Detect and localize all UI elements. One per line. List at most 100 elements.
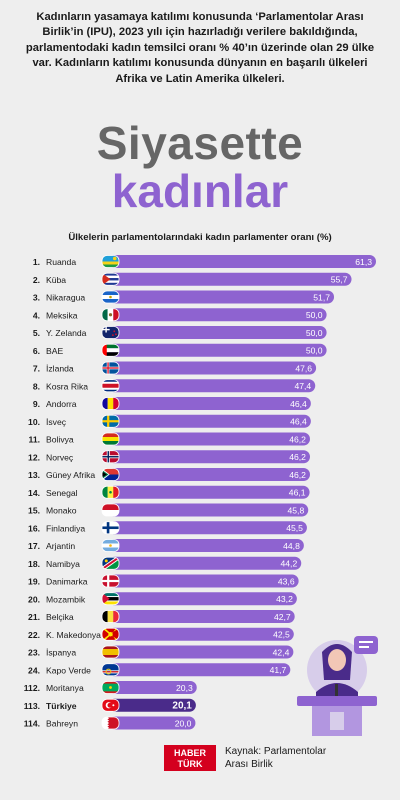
chart-row: 7. İzlanda 47,6 bbox=[33, 361, 317, 375]
sweden-flag-icon bbox=[101, 414, 120, 428]
source-text: Kaynak: Parlamentolar Arası Birlik bbox=[225, 746, 327, 770]
rank-label: 16. bbox=[28, 523, 40, 533]
chart-row: 22. K. Makedonya 42,5 bbox=[28, 627, 294, 641]
rank-label: 14. bbox=[28, 488, 40, 498]
country-label: Monako bbox=[46, 506, 77, 516]
bar bbox=[108, 343, 327, 357]
bar bbox=[108, 450, 310, 464]
podium-top bbox=[297, 696, 377, 706]
country-label: Y. Zelanda bbox=[46, 328, 87, 338]
country-label: Namibya bbox=[46, 559, 80, 569]
country-label: Kapo Verde bbox=[46, 665, 91, 675]
chart-row: 114. Bahreyn 20,0 bbox=[24, 716, 196, 730]
country-label: Ruanda bbox=[46, 257, 76, 267]
chart-row: 14. Senegal 46,1 bbox=[28, 485, 310, 499]
bar-chart: 1. Ruanda 61,3 2. Küba 55,7 3. Nikaragua 51,7 4. M… bbox=[24, 255, 376, 730]
speaker-podium-icon bbox=[297, 636, 378, 736]
bolivia-flag-icon bbox=[101, 432, 120, 446]
value-label: 46,2 bbox=[289, 452, 306, 462]
speaker-head bbox=[328, 649, 346, 671]
chart-row: 10. İsveç 46,4 bbox=[28, 414, 311, 428]
chart-row: 11. Bolivya 46,2 bbox=[29, 432, 310, 446]
cape-verde-flag-icon bbox=[101, 663, 120, 677]
value-label: 47,4 bbox=[294, 381, 311, 391]
rank-label: 5. bbox=[33, 328, 40, 338]
country-label: Norveç bbox=[46, 452, 74, 462]
bar bbox=[108, 468, 310, 481]
rank-label: 114. bbox=[24, 719, 40, 729]
bar bbox=[108, 610, 295, 623]
rank-label: 4. bbox=[33, 310, 40, 320]
country-label: Bolivya bbox=[46, 435, 74, 445]
bar bbox=[108, 627, 294, 641]
bar bbox=[108, 485, 310, 499]
value-label: 43,6 bbox=[278, 576, 295, 586]
chart-row: 19. Danimarka 43,6 bbox=[28, 574, 299, 588]
country-label: Nikaragua bbox=[46, 293, 85, 303]
chart-row: 15. Monako 45,8 bbox=[28, 503, 309, 517]
country-label: Danimarka bbox=[46, 577, 88, 587]
value-label: 20,1 bbox=[172, 701, 192, 712]
senegal-flag-icon bbox=[101, 485, 120, 499]
country-label: Andorra bbox=[46, 399, 77, 409]
country-label: İspanya bbox=[46, 648, 76, 658]
country-label: İzlanda bbox=[46, 364, 74, 374]
bar bbox=[108, 663, 291, 677]
country-label: BAE bbox=[46, 346, 63, 356]
chart-row: 5. Y. Zelanda 50,0 bbox=[33, 326, 327, 339]
chart-row: 1. Ruanda 61,3 bbox=[33, 255, 376, 268]
bar bbox=[108, 255, 376, 268]
bar bbox=[108, 698, 196, 712]
bar bbox=[108, 716, 196, 730]
chart-row: 18. Namibya 44,2 bbox=[28, 556, 302, 570]
value-label: 50,0 bbox=[306, 310, 323, 320]
chart-row: 13. Güney Afrika 46,2 bbox=[28, 468, 310, 481]
north-macedonia-flag-icon bbox=[101, 627, 120, 641]
denmark-flag-icon bbox=[101, 574, 120, 588]
chart-row: 8. Kosra Rika 47,4 bbox=[33, 379, 316, 393]
rank-label: 18. bbox=[28, 559, 40, 569]
value-label: 50,0 bbox=[306, 328, 323, 338]
andorra-flag-icon bbox=[101, 397, 120, 410]
value-label: 47,6 bbox=[295, 363, 312, 373]
value-label: 42,5 bbox=[273, 630, 290, 640]
costa-rica-flag-icon bbox=[101, 379, 120, 393]
intro-text: Kadınların yasamaya katılımı konusunda ‘… bbox=[25, 11, 375, 85]
country-label: Finlandiya bbox=[46, 523, 85, 533]
rank-label: 20. bbox=[28, 594, 40, 604]
value-label: 42,4 bbox=[273, 647, 290, 657]
country-label: K. Makedonya bbox=[46, 630, 101, 640]
chart-row: 9. Andorra 46,4 bbox=[33, 397, 311, 410]
haberturk-logo: HABER TÜRK bbox=[164, 745, 216, 771]
south-africa-flag-icon bbox=[101, 468, 120, 481]
rank-label: 11. bbox=[29, 435, 40, 445]
bar bbox=[108, 272, 352, 286]
mozambique-flag-icon bbox=[101, 592, 120, 606]
bar bbox=[108, 539, 304, 552]
namibia-flag-icon bbox=[101, 556, 120, 570]
value-label: 46,4 bbox=[290, 399, 307, 409]
chart-row: 23. İspanya 42,4 bbox=[28, 645, 294, 659]
rank-label: 3. bbox=[33, 293, 40, 303]
monaco-flag-icon bbox=[101, 503, 120, 517]
argentina-flag-icon bbox=[101, 539, 120, 552]
value-label: 45,8 bbox=[288, 505, 305, 515]
country-label: Kosra Rika bbox=[46, 381, 88, 391]
country-label: Senegal bbox=[46, 488, 78, 498]
bar bbox=[108, 592, 297, 606]
chart-row: 4. Meksika 50,0 bbox=[33, 308, 327, 322]
rank-label: 10. bbox=[28, 417, 40, 427]
country-label: Arjantin bbox=[46, 541, 75, 551]
value-label: 61,3 bbox=[355, 257, 372, 267]
bar bbox=[108, 574, 299, 588]
country-label: Türkiye bbox=[46, 701, 77, 711]
value-label: 44,2 bbox=[281, 559, 298, 569]
chart-row: 113. Türkiye 20,1 bbox=[24, 698, 196, 712]
mauritania-flag-icon bbox=[101, 681, 120, 694]
value-label: 55,7 bbox=[331, 275, 348, 285]
spain-flag-icon bbox=[101, 645, 120, 659]
value-label: 46,4 bbox=[290, 417, 307, 427]
country-label: Moritanya bbox=[46, 683, 84, 693]
value-label: 46,2 bbox=[289, 470, 306, 480]
chart-row: 17. Arjantin 44,8 bbox=[28, 539, 304, 552]
